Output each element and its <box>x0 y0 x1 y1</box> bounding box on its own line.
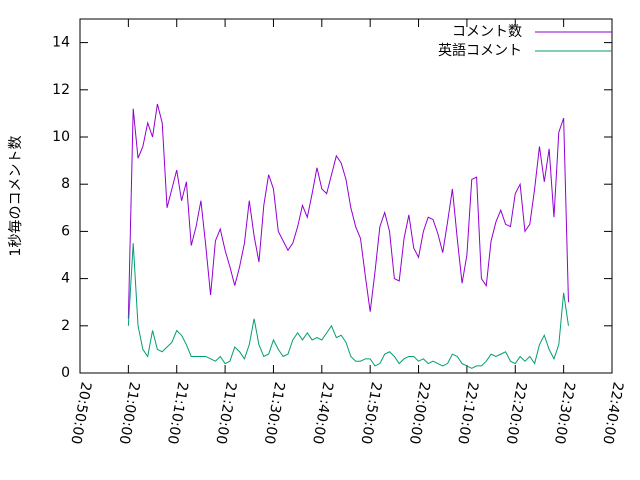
y-tick-label: 4 <box>61 271 70 287</box>
y-axis-label: 1秒毎のコメント数 <box>8 136 24 257</box>
y-tick-label: 2 <box>61 318 70 334</box>
series-line <box>127 103 569 319</box>
series-line <box>127 243 569 369</box>
y-tick-label: 14 <box>52 35 70 51</box>
y-tick-label: 8 <box>61 176 70 192</box>
y-tick-label: 10 <box>52 129 70 145</box>
y-tick-label: 12 <box>52 82 70 98</box>
y-tick-label: 0 <box>61 365 70 381</box>
plot-border <box>79 18 613 374</box>
y-tick-label: 6 <box>61 223 70 239</box>
legend-label: 英語コメント <box>438 42 522 59</box>
legend-label: コメント数 <box>452 24 522 40</box>
